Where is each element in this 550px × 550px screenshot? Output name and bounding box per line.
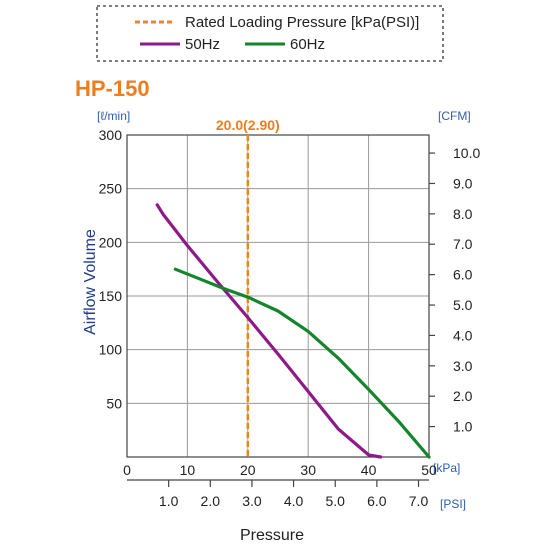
x-unit-top: [kPa] — [433, 461, 460, 475]
right-tick-label: 5.0 — [453, 297, 473, 313]
x-tick-label: 20 — [240, 462, 256, 478]
right-tick-label: 6.0 — [453, 267, 473, 283]
bottom-tick-labels: 0 10 20 30 40 50 — [123, 462, 437, 478]
right-tick-label: 7.0 — [453, 236, 473, 252]
psi-tick-label: 3.0 — [242, 493, 262, 509]
psi-tick-label: 1.0 — [159, 493, 179, 509]
y-tick-label: 300 — [99, 127, 123, 143]
right-tick-label: 2.0 — [453, 388, 473, 404]
chart-title: HP-150 — [75, 76, 150, 101]
y-axis-label: Airflow Volume — [82, 229, 99, 335]
psi-tick-label: 7.0 — [409, 493, 429, 509]
x-tick-label: 40 — [361, 462, 377, 478]
x-axis-label: Pressure — [240, 527, 304, 544]
y-unit-left: [ℓ/min] — [97, 109, 130, 123]
psi-tick-label: 6.0 — [367, 493, 387, 509]
right-tick-label: 8.0 — [453, 206, 473, 222]
rated-pressure-label: 20.0(2.90) — [216, 117, 280, 133]
x-tick-label: 10 — [180, 462, 196, 478]
plot-frame — [126, 134, 430, 458]
x-tick-label: 50 — [421, 462, 437, 478]
legend-label-rated: Rated Loading Pressure [kPa(PSI)] — [185, 14, 419, 31]
x-unit-top-text: kPa — [436, 461, 457, 475]
y-tick-label: 150 — [99, 288, 123, 304]
right-tick-label: 4.0 — [453, 327, 473, 343]
legend-box — [96, 5, 444, 62]
grid — [127, 135, 429, 457]
y-tick-label: 200 — [99, 234, 123, 250]
y-tick-label: 250 — [99, 181, 123, 197]
x-unit-bottom: [PSI] — [440, 497, 466, 511]
y-unit-right: [CFM] — [438, 109, 471, 123]
right-tick-label: 3.0 — [453, 358, 473, 374]
y-tick-label: 100 — [99, 342, 123, 358]
legend-label-50hz: 50Hz — [185, 36, 220, 53]
psi-tick-label: 5.0 — [325, 493, 345, 509]
right-tick-label: 10.0 — [453, 145, 480, 161]
series-group — [155, 203, 431, 459]
x-tick-label: 0 — [123, 462, 131, 478]
series-line-60hz — [173, 267, 431, 459]
right-tick-labels: 1.0 2.0 3.0 4.0 5.0 6.0 7.0 8.0 9.0 10.0 — [429, 145, 480, 435]
psi-tick-labels: 1.0 2.0 3.0 4.0 5.0 6.0 7.0 — [127, 479, 429, 509]
y-tick-label: 50 — [106, 395, 122, 411]
right-tick-label: 1.0 — [453, 419, 473, 435]
left-tick-labels: 50 100 150 200 250 300 — [99, 127, 123, 411]
x-tick-label: 30 — [300, 462, 316, 478]
legend-label-60hz: 60Hz — [290, 36, 325, 53]
series-line-50hz — [155, 203, 383, 459]
psi-tick-label: 4.0 — [284, 493, 304, 509]
psi-tick-label: 2.0 — [201, 493, 221, 509]
right-tick-label: 9.0 — [453, 175, 473, 191]
